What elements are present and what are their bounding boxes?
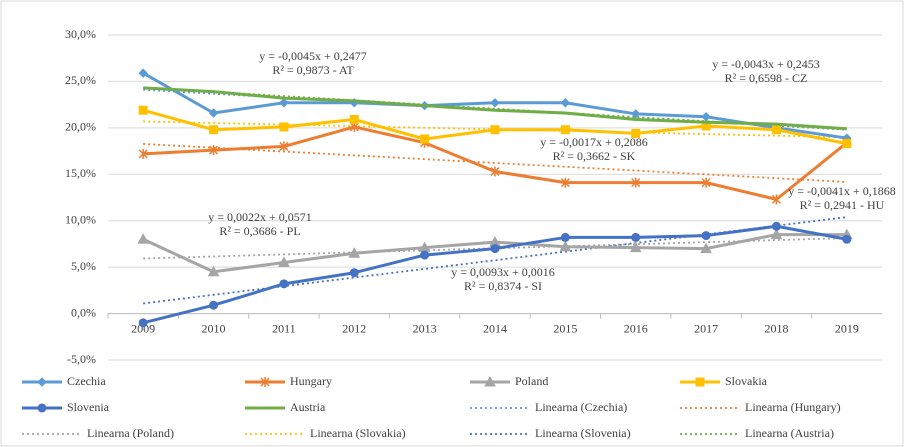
x-tick-label: 2011 (272, 321, 296, 335)
legend-marker (37, 377, 47, 387)
y-tick-label: 30,0% (65, 27, 96, 41)
marker (560, 125, 570, 135)
y-tick-label: 15,0% (65, 166, 96, 180)
x-tick-label: 2015 (553, 321, 577, 335)
marker (560, 177, 570, 188)
y-tick-label: 0,0% (71, 305, 96, 319)
trend-equation: R² = 0,8374 - SI (464, 279, 542, 293)
marker (207, 265, 220, 277)
marker (490, 125, 500, 135)
marker (420, 250, 430, 260)
legend-label: Linearna (Austria) (745, 426, 834, 440)
marker (631, 232, 641, 242)
trend-equation: R² = 0,2941 - HU (800, 198, 885, 212)
marker (137, 233, 150, 244)
legend-label: Austria (290, 400, 326, 414)
series-line (143, 86, 847, 131)
marker (208, 108, 219, 118)
marker (842, 234, 852, 244)
marker (138, 148, 148, 159)
trend-equation: R² = 0,3662 - SK (553, 149, 636, 163)
legend-marker (484, 375, 496, 387)
marker (700, 242, 712, 254)
marker (278, 256, 290, 267)
marker (631, 109, 641, 119)
trend-equation: y = -0,0041x + 0,1868 (788, 184, 896, 198)
marker (279, 141, 289, 152)
legend-label: Linearna (Slovakia) (310, 426, 406, 440)
marker (560, 232, 570, 242)
marker (771, 125, 781, 135)
marker (559, 240, 572, 252)
marker (631, 177, 641, 188)
legend-label: Linearna (Czechia) (535, 400, 627, 414)
marker (279, 122, 289, 132)
x-tick-label: 2010 (202, 321, 226, 335)
y-tick-label: 5,0% (71, 259, 96, 273)
legend-label: Slovakia (725, 374, 768, 388)
legend-marker (695, 377, 705, 387)
marker (629, 241, 642, 253)
marker (349, 268, 359, 278)
marker (771, 194, 781, 205)
x-tick-label: 2018 (764, 321, 788, 335)
trend-equation: R² = 0,3686 - PL (219, 224, 300, 238)
y-tick-label: 20,0% (65, 120, 96, 134)
legend-label: Linearna (Slovenia) (535, 426, 631, 440)
marker (349, 115, 359, 124)
legend-label: Slovenia (67, 400, 110, 414)
trend-equation: y = -0,0017x + 0,2086 (540, 135, 648, 149)
marker (209, 125, 219, 135)
trend-equation: y = 0,0093x + 0,0016 (451, 265, 555, 279)
marker (490, 98, 500, 108)
marker (420, 134, 430, 144)
marker (490, 244, 500, 254)
marker (209, 145, 219, 156)
legend-label: Poland (515, 374, 548, 388)
marker (138, 68, 148, 78)
marker (138, 105, 148, 115)
legend-marker (37, 403, 47, 413)
legend-label: Linearna (Hungary) (745, 400, 841, 414)
x-tick-label: 2016 (624, 321, 648, 335)
legend-label: Hungary (290, 374, 332, 388)
marker (770, 228, 783, 240)
marker (490, 166, 500, 177)
x-tick-label: 2014 (483, 321, 507, 335)
marker (701, 231, 711, 241)
legend-label: Linearna (Poland) (87, 426, 174, 440)
x-tick-label: 2012 (342, 321, 366, 335)
marker (842, 139, 852, 149)
marker (279, 279, 289, 289)
x-tick-label: 2017 (694, 321, 718, 335)
marker (631, 128, 641, 138)
x-tick-label: 2013 (413, 321, 437, 335)
marker (348, 247, 361, 258)
trend-equation: y = -0,0043x + 0,2453 (712, 57, 820, 71)
legend-label: Czechia (67, 374, 106, 388)
marker (209, 300, 219, 310)
marker (701, 177, 711, 188)
marker (560, 98, 571, 108)
legend-marker (260, 377, 270, 387)
y-tick-label: 25,0% (65, 73, 96, 87)
trend-equation: y = 0,0022x + 0,0571 (208, 210, 312, 224)
x-tick-label: 2019 (835, 321, 859, 335)
trend-equation: R² = 0,6598 - CZ (725, 71, 808, 85)
trend-equation: R² = 0,9873 - AT (272, 63, 354, 77)
y-tick-label: 10,0% (65, 212, 96, 226)
marker (771, 221, 781, 231)
marker (138, 318, 148, 328)
trend-equation: y = -0,0045x + 0,2477 (259, 49, 367, 63)
marker (279, 98, 289, 108)
marker (701, 112, 711, 122)
y-tick-label: -5,0% (67, 352, 96, 366)
x-tick-label: 2009 (131, 321, 155, 335)
